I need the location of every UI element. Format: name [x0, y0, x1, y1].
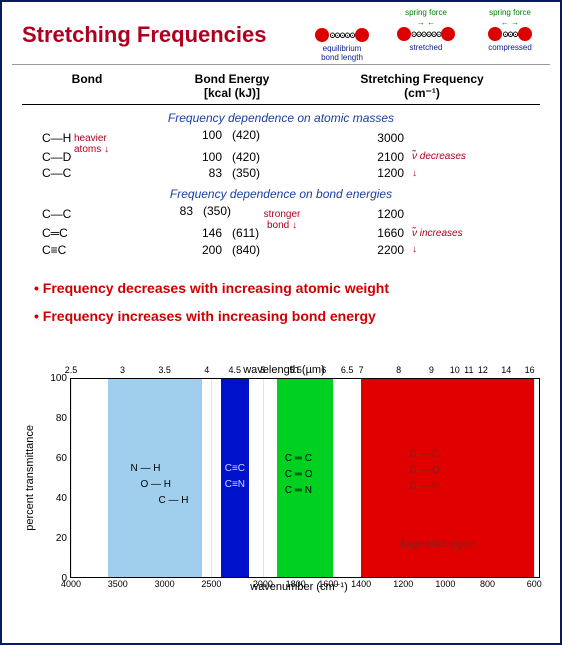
spring-1: spring force→ ←ʘʘʘʘʘʘstretched — [386, 8, 466, 61]
summary-bullets: Frequency decreases with increasing atom… — [34, 280, 540, 336]
band-2: C ═ C C ═ O C ═ N — [277, 379, 333, 577]
sec2-row-2: C≡C200(840)2200↓ — [22, 242, 540, 258]
sec1-row-2: C—C83(350)1200↓ — [22, 165, 540, 181]
band-0: N — H O — H C — H — [108, 379, 202, 577]
band-label: C ═ C — [285, 453, 312, 464]
band-label: fingerprint region — [401, 539, 476, 550]
band-label: C — H — [158, 495, 188, 506]
bond-table: Bond Bond Energy[kcal (kJ)] Stretching F… — [22, 72, 540, 258]
band-label: C ═ N — [285, 485, 312, 496]
spring-0: ʘʘʘʘʘequilibriumbond length — [302, 8, 382, 62]
bullet-2: Frequency increases with increasing bond… — [34, 308, 540, 324]
section2-title: Frequency dependence on bond energies — [22, 187, 540, 201]
y-axis-label: percent transmittance — [24, 425, 40, 531]
ir-spectrum-chart: wavelength (µm) percent transmittance 10… — [24, 364, 544, 634]
th-bond: Bond — [22, 72, 152, 100]
band-label: C≡C — [225, 463, 245, 474]
band-label: C≡N — [225, 479, 245, 490]
band-label: C — N — [409, 481, 439, 492]
section1-title: Frequency dependence on atomic masses — [22, 111, 540, 125]
band-3: C — C C — O C — N fingerprint region — [361, 379, 534, 577]
band-label: C — O — [409, 465, 440, 476]
spring-2: spring force← →ʘʘʘcompressed — [470, 8, 550, 61]
th-freq: Stretching Frequency(cm⁻¹) — [312, 72, 532, 100]
band-label: C — C — [409, 449, 439, 460]
page-title: Stretching Frequencies — [22, 22, 267, 48]
band-label: O — H — [140, 479, 171, 490]
sec1-row-0: C—Hheavieratoms ↓100(420)3000 — [22, 127, 540, 149]
band-1: C≡C C≡N — [221, 379, 249, 577]
plot-area: 100806040200 2.533.544.555.566.578910111… — [70, 378, 540, 578]
separator — [12, 64, 550, 65]
spring-diagrams: ʘʘʘʘʘequilibriumbond lengthspring force→… — [302, 8, 552, 68]
band-label: C ═ O — [285, 469, 313, 480]
sec2-row-0: C—C83(350)strongerbond ↓1200 — [22, 203, 540, 225]
bullet-1: Frequency decreases with increasing atom… — [34, 280, 540, 296]
band-label: N — H — [130, 463, 160, 474]
th-energy: Bond Energy[kcal (kJ)] — [152, 72, 312, 100]
